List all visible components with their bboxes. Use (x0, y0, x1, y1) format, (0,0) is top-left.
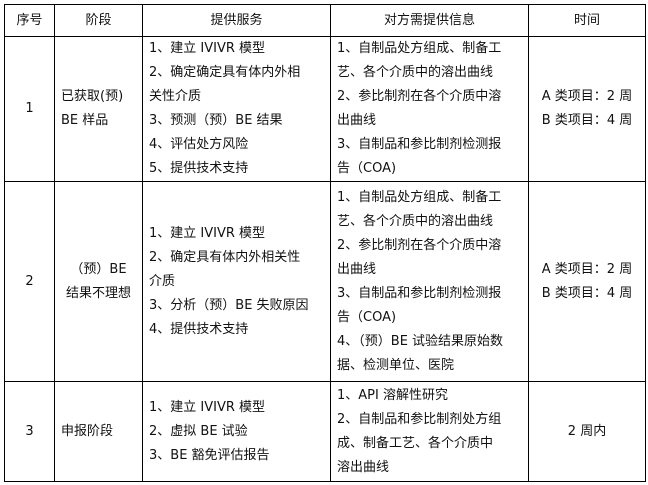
header-row: 序号 阶段 提供服务 对方需提供信息 时间 (4, 4, 646, 37)
stage-cell-line: 申报阶段 (61, 423, 114, 439)
services-cell-line: 1、建立 IVIVR 模型 (149, 41, 266, 56)
row-number: 3 (4, 381, 55, 482)
time-cell-line: 2 周内 (567, 423, 607, 439)
stage-cell-line: （预）BE (70, 261, 127, 277)
info-cell-line: 艺、各个介质中的溶出曲线 (337, 213, 494, 229)
services-cell-line: 2、确定具有体内外相关性 (149, 249, 301, 265)
stage-cell: 申报阶段 (54, 381, 143, 482)
info-cell-line: 艺、各个介质中的溶出曲线 (337, 65, 494, 80)
info-cell-line: 2、参比制剂在各个介质中溶 (337, 89, 502, 104)
info-cell-line: 1、API 溶解性研究 (337, 387, 448, 403)
info-cell-line: 溶出曲线 (337, 459, 390, 475)
info-cell-line: 3、自制品和参比制剂检测报 (337, 137, 502, 152)
services-cell-line: 5、提供技术支持 (149, 161, 249, 176)
services-cell: 1、建立 IVIVR 模型 2、确定具有体内外相关性 介质 3、分析（预）BE 失败原… (142, 181, 331, 382)
header-info: 对方需提供信息 (330, 4, 529, 37)
row-number: 2 (4, 181, 55, 382)
info-cell: 1、自制品处方组成、制备工 艺、各个介质中的溶出曲线 2、参比制剂在各个介质中溶 出曲… (330, 181, 529, 382)
info-cell-line: 4、（预）BE 试验结果原始数 (337, 333, 504, 349)
info-cell-line: 出曲线 (337, 261, 377, 277)
info-cell-line: 出曲线 (337, 113, 377, 128)
info-cell: 1、API 溶解性研究 2、自制品和参比制剂处方组 成、制备工艺、各个介质中 溶出曲线 (330, 381, 529, 482)
services-cell-line: 3、分析（预）BE 失败原因 (149, 297, 309, 313)
services-cell-line: 3、预测（预）BE 结果 (149, 113, 283, 128)
services-cell-line: 1、建立 IVIVR 模型 (149, 399, 266, 415)
stage-cell-line: 已获取(预) (61, 89, 124, 104)
services-cell: 1、建立 IVIVR 模型 2、确定确定具有体内外相 关性介质 3、预测（预）BE 结… (142, 36, 331, 182)
time-cell: A 类项目：2 周 B 类项目：4 周 (528, 181, 646, 382)
info-cell-line: 1、自制品处方组成、制备工 (337, 189, 502, 205)
info-cell-line: 2、自制品和参比制剂处方组 (337, 411, 502, 427)
time-cell: 2 周内 (528, 381, 646, 482)
services-cell-line: 3、BE 豁免评估报告 (149, 447, 270, 463)
info-cell: 1、自制品处方组成、制备工 艺、各个介质中的溶出曲线 2、参比制剂在各个介质中溶 出曲… (330, 36, 529, 182)
service-table: 序号 阶段 提供服务 对方需提供信息 时间 1 已获取(预) BE 样品 1、建立 I… (4, 4, 646, 482)
time-cell-line: B 类项目：4 周 (541, 285, 633, 301)
table-row: 2 （预）BE 结果不理想 1、建立 IVIVR 模型 2、确定具有体内外相关性 介质 3、… (4, 181, 646, 382)
table-row: 3 申报阶段 1、建立 IVIVR 模型 2、虚拟 BE 试验 3、BE 豁免评估报告 1… (4, 381, 646, 482)
header-stage: 阶段 (54, 4, 143, 37)
services-cell-line: 关性介质 (149, 89, 202, 104)
table-row: 1 已获取(预) BE 样品 1、建立 IVIVR 模型 2、确定确定具有体内外相 关性介… (4, 36, 646, 182)
services-cell-line: 2、确定确定具有体内外相 (149, 65, 301, 80)
header-no: 序号 (4, 4, 55, 37)
time-cell-line: B 类项目：4 周 (541, 113, 633, 128)
services-cell-line: 4、提供技术支持 (149, 321, 249, 337)
time-cell: A 类项目：2 周 B 类项目：4 周 (528, 36, 646, 182)
info-cell-line: 告（COA) (337, 309, 397, 325)
stage-cell-line: BE 样品 (61, 113, 109, 128)
services-cell: 1、建立 IVIVR 模型 2、虚拟 BE 试验 3、BE 豁免评估报告 (142, 381, 331, 482)
time-cell-line: A 类项目：2 周 (541, 261, 633, 277)
stage-cell: （预）BE 结果不理想 (54, 181, 143, 382)
services-cell-line: 4、评估处方风险 (149, 137, 249, 152)
info-cell-line: 2、参比制剂在各个介质中溶 (337, 237, 502, 253)
header-services: 提供服务 (142, 4, 331, 37)
services-cell-line: 介质 (149, 273, 176, 289)
header-time: 时间 (528, 4, 646, 37)
services-cell-line: 1、建立 IVIVR 模型 (149, 225, 266, 241)
info-cell-line: 3、自制品和参比制剂检测报 (337, 285, 502, 301)
info-cell-line: 据、检测单位、医院 (337, 357, 455, 373)
services-cell-line: 2、虚拟 BE 试验 (149, 423, 248, 439)
stage-cell-line: 结果不理想 (65, 285, 131, 301)
row-number: 1 (4, 36, 55, 182)
time-cell-line: A 类项目：2 周 (541, 89, 633, 104)
info-cell-line: 1、自制品处方组成、制备工 (337, 41, 502, 56)
stage-cell: 已获取(预) BE 样品 (54, 36, 143, 182)
info-cell-line: 告（COA) (337, 161, 397, 176)
info-cell-line: 成、制备工艺、各个介质中 (337, 435, 494, 451)
